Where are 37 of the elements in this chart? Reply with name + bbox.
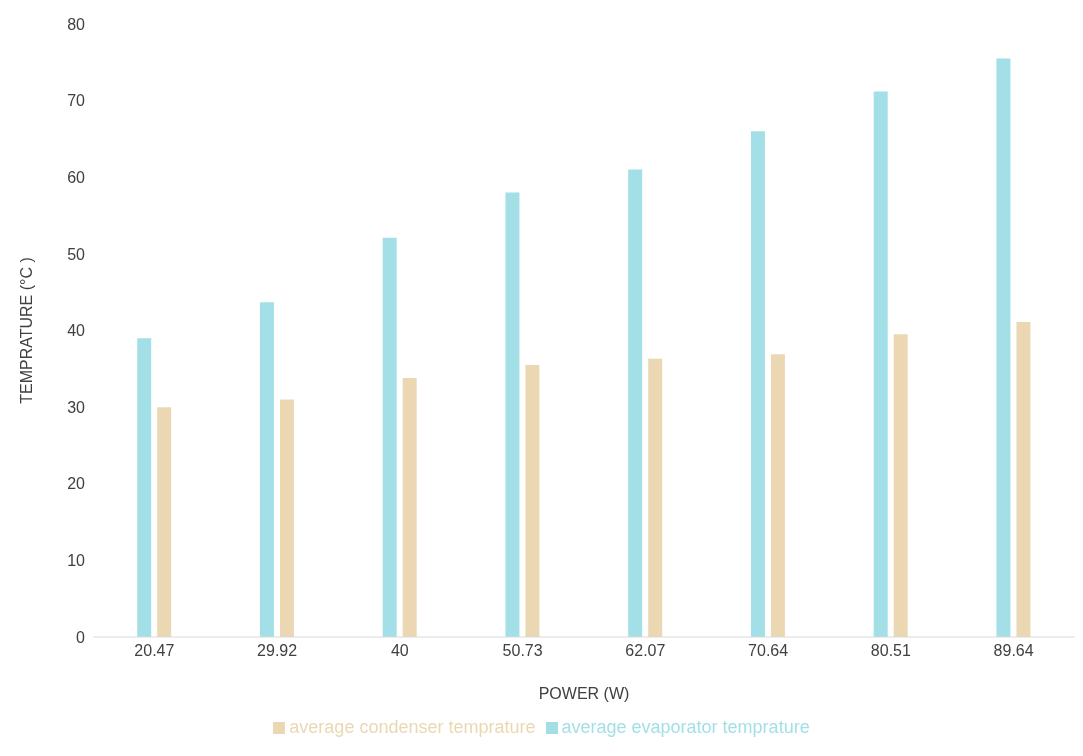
y-tick-label: 80 [67, 15, 86, 33]
bar [648, 358, 663, 637]
bar [382, 237, 397, 637]
bar [157, 407, 172, 637]
y-tick-label: 50 [67, 245, 86, 263]
y-tick-label: 30 [67, 398, 86, 416]
y-tick-label: 60 [67, 168, 86, 186]
bar [628, 169, 643, 637]
bar [893, 334, 908, 637]
x-tick-label: 62.07 [625, 642, 666, 660]
bar [750, 131, 765, 637]
bar [402, 378, 417, 637]
y-tick-label: 0 [76, 628, 86, 646]
y-tick-label: 20 [67, 475, 86, 493]
bar [525, 364, 540, 637]
x-tick-label: 40 [390, 642, 409, 660]
y-tick-label: 10 [67, 552, 86, 570]
bar [259, 302, 274, 637]
y-axis-title: TEMPRATURE (°C ) [17, 257, 35, 404]
x-axis-title: POWER (W) [538, 685, 630, 702]
x-tick-label: 50.73 [502, 642, 543, 660]
x-tick-label: 20.47 [134, 642, 175, 660]
y-tick-label: 70 [67, 92, 86, 110]
x-tick-label: 89.64 [993, 642, 1034, 660]
x-tick-label: 80.51 [870, 642, 911, 660]
bar [279, 399, 294, 637]
bar [137, 338, 152, 637]
bar [770, 354, 785, 637]
bar [505, 192, 520, 637]
x-tick-label: 29.92 [257, 642, 298, 660]
legend-label: average condenser temprature [289, 717, 536, 737]
y-tick-label: 40 [67, 322, 86, 340]
x-tick-label: 70.64 [748, 642, 789, 660]
bar [873, 91, 888, 637]
bar [1016, 322, 1031, 637]
bar [996, 58, 1011, 637]
legend-label: average evaporator temprature [561, 717, 810, 737]
